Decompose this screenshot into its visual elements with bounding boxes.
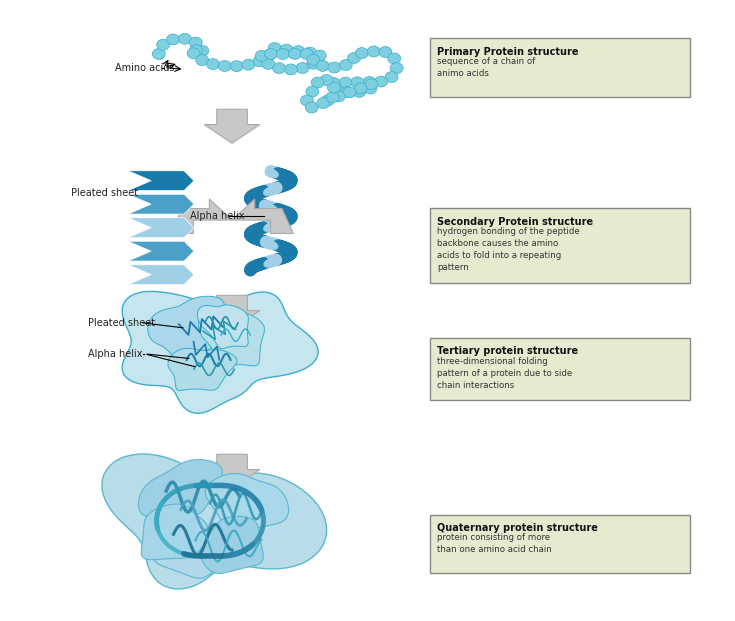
Circle shape [280,44,293,55]
Circle shape [363,76,376,88]
Circle shape [327,78,340,88]
Polygon shape [141,504,208,560]
Circle shape [311,77,324,88]
Circle shape [321,95,334,106]
Circle shape [152,48,165,60]
Circle shape [265,48,277,60]
FancyBboxPatch shape [430,515,689,573]
Circle shape [304,47,317,58]
Polygon shape [148,296,224,363]
Text: Quaternary protein structure: Quaternary protein structure [437,522,598,533]
Circle shape [388,53,401,64]
Circle shape [328,62,341,73]
Circle shape [326,92,339,102]
Circle shape [230,61,243,71]
Circle shape [187,48,200,59]
Circle shape [242,59,255,70]
Circle shape [364,83,377,94]
Text: hydrogen bonding of the peptide
backbone causes the amino
acids to fold into a r: hydrogen bonding of the peptide backbone… [437,227,580,273]
Circle shape [385,71,398,83]
Polygon shape [138,460,223,517]
Circle shape [348,53,360,63]
Circle shape [301,95,313,106]
Circle shape [332,91,345,102]
Circle shape [218,60,232,71]
Text: Alpha helix: Alpha helix [87,349,143,359]
Polygon shape [128,265,194,284]
Circle shape [268,43,281,53]
FancyBboxPatch shape [430,338,689,400]
Circle shape [307,55,320,65]
Circle shape [253,56,266,66]
Circle shape [328,82,340,93]
Circle shape [273,63,285,73]
Text: Secondary Protein structure: Secondary Protein structure [437,217,593,227]
Polygon shape [128,194,194,214]
Circle shape [368,46,380,57]
Text: Pleated sheet: Pleated sheet [71,188,138,198]
Circle shape [167,34,179,45]
Circle shape [341,86,354,97]
Polygon shape [198,311,265,367]
Text: protein consisting of more
than one amino acid chain: protein consisting of more than one amin… [437,533,552,554]
Circle shape [330,84,343,94]
Circle shape [196,45,209,57]
FancyBboxPatch shape [430,209,689,283]
Circle shape [262,50,276,61]
Text: Alpha helix: Alpha helix [190,211,245,221]
Text: three-dimensional folding
pattern of a protein due to side
chain interactions: three-dimensional folding pattern of a p… [437,357,573,390]
Polygon shape [198,305,248,349]
Polygon shape [171,199,232,233]
Circle shape [157,39,170,50]
Circle shape [284,64,297,75]
Circle shape [190,45,202,55]
Polygon shape [205,474,289,532]
Circle shape [316,60,329,71]
Circle shape [306,86,319,97]
Circle shape [365,79,378,89]
Circle shape [207,58,220,70]
Circle shape [262,58,275,70]
Polygon shape [232,199,293,233]
FancyBboxPatch shape [430,39,689,97]
Polygon shape [128,218,194,238]
Polygon shape [168,348,237,391]
Circle shape [276,48,290,60]
Circle shape [305,102,318,113]
Text: Pleated sheet: Pleated sheet [87,318,155,328]
Circle shape [375,76,387,87]
Text: Tertiary protein structure: Tertiary protein structure [437,347,578,356]
Circle shape [354,83,367,94]
Circle shape [313,50,326,61]
Circle shape [390,63,403,73]
Text: Amino acids: Amino acids [115,63,174,73]
Polygon shape [200,516,263,573]
Circle shape [353,86,366,97]
Circle shape [196,55,209,66]
Circle shape [340,60,352,70]
Circle shape [179,34,191,44]
Circle shape [288,48,301,60]
Polygon shape [204,296,260,329]
Circle shape [190,37,202,48]
Polygon shape [122,291,318,413]
Circle shape [351,77,364,88]
Circle shape [296,63,309,73]
Text: Primary Protein structure: Primary Protein structure [437,47,578,57]
Circle shape [255,50,268,61]
Circle shape [306,58,320,69]
Circle shape [320,75,333,86]
Circle shape [292,46,304,57]
Circle shape [379,47,392,58]
Text: sequence of a chain of
animo acids: sequence of a chain of animo acids [437,57,535,78]
Polygon shape [102,454,326,589]
Polygon shape [154,529,237,578]
Circle shape [343,87,356,98]
Circle shape [356,48,368,58]
Circle shape [339,77,352,88]
Circle shape [317,97,330,109]
Polygon shape [204,454,260,488]
Polygon shape [128,242,194,261]
Polygon shape [128,171,194,191]
